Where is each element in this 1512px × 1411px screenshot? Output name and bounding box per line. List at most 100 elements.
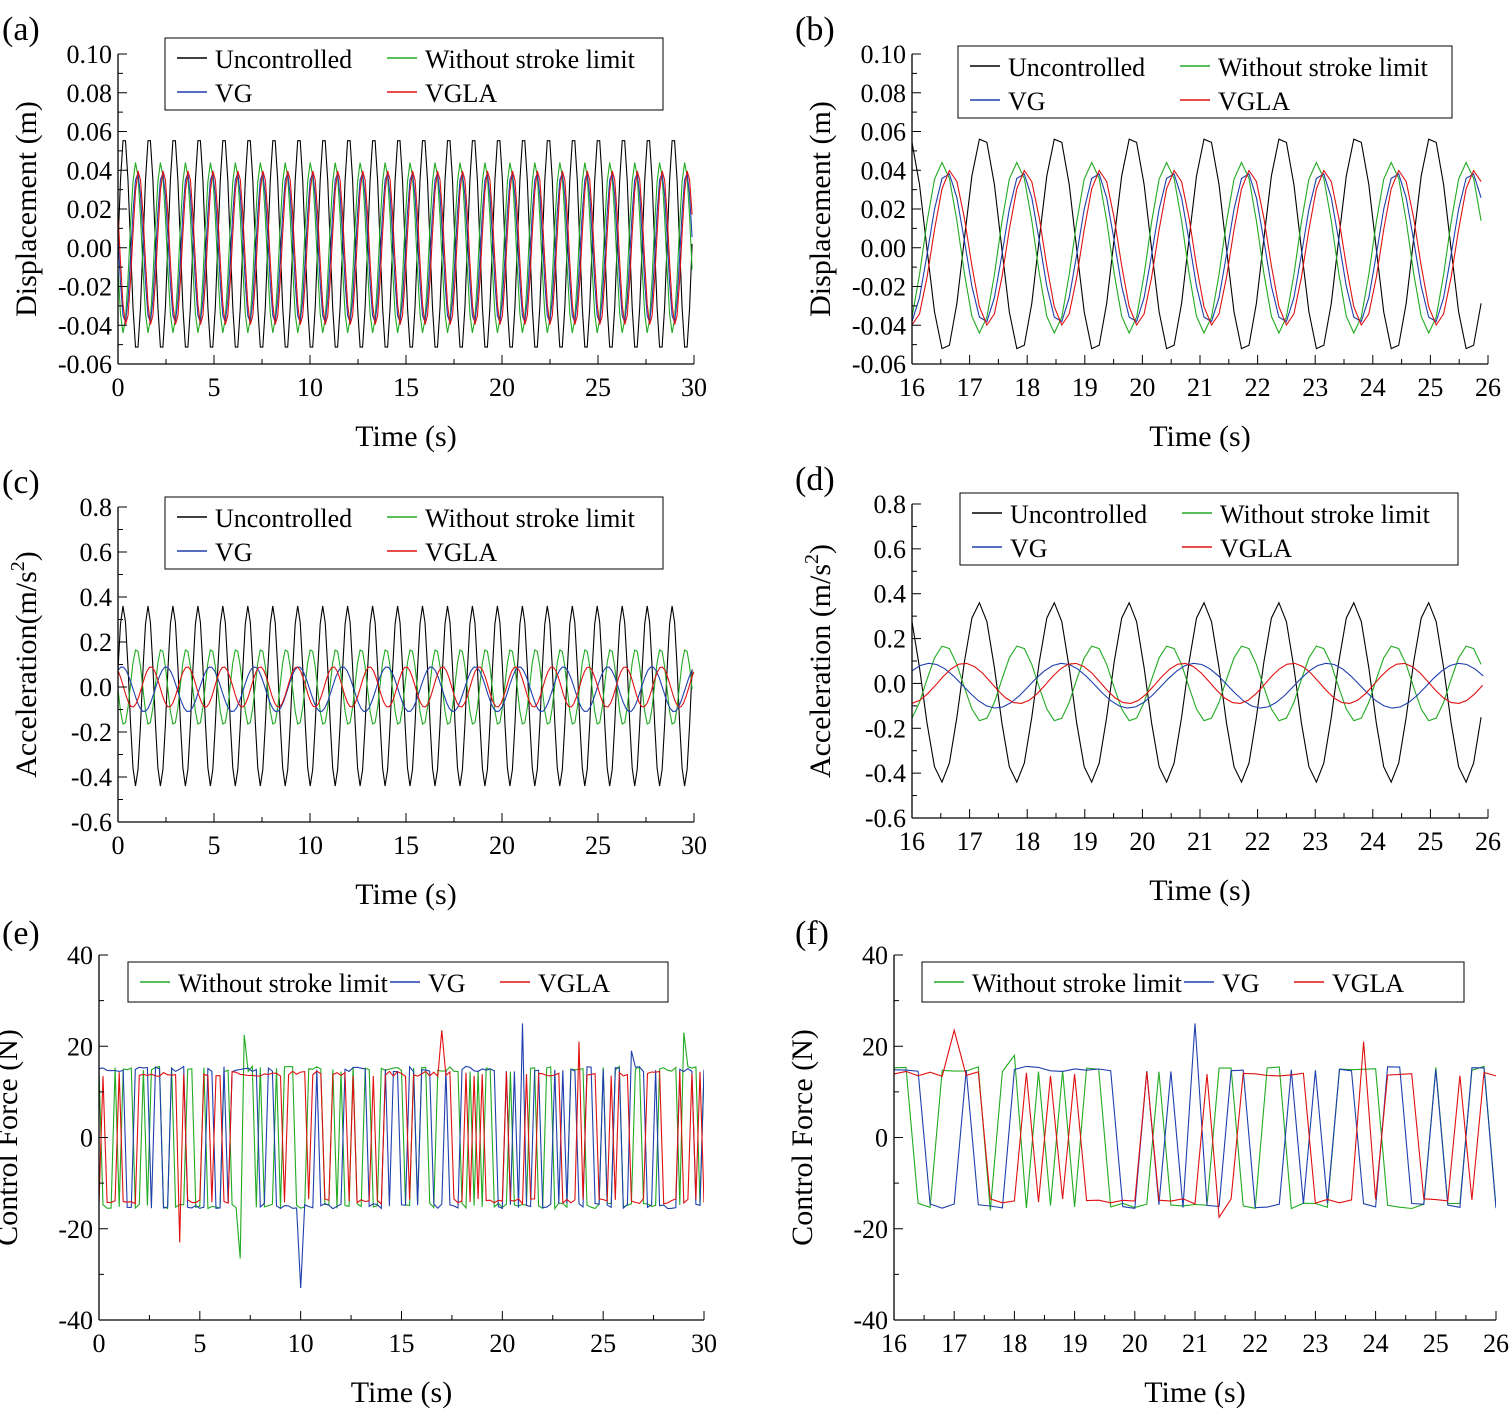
x-tick-label: 17 [957, 827, 983, 856]
legend-entry-vg: VG [1008, 87, 1046, 116]
series-line-vg [118, 666, 693, 712]
y-tick-label: 0.2 [874, 625, 907, 654]
y-tick-label: 0.08 [67, 79, 113, 108]
legend-entry-without-stroke-limit: Without stroke limit [1218, 53, 1429, 82]
y-tick-label: -20 [853, 1215, 888, 1244]
legend-entry-without-stroke-limit: Without stroke limit [425, 45, 636, 74]
series-group [894, 1023, 1496, 1219]
x-tick-label: 22 [1242, 1329, 1268, 1358]
y-tick-label: 40 [862, 941, 888, 970]
panel-label: (d) [795, 461, 835, 498]
x-tick-label: 30 [681, 373, 707, 402]
x-axis-title: Time (s) [1144, 1376, 1245, 1409]
legend-entry-vg: VG [215, 538, 253, 567]
series-line-vgla [118, 666, 694, 708]
x-tick-label: 25 [1417, 373, 1443, 402]
series-group [912, 601, 1484, 784]
x-tick-label: 23 [1302, 827, 1328, 856]
panel-label: (c) [2, 464, 40, 501]
x-tick-label: 20 [1129, 827, 1155, 856]
legend-entry-vgla: VGLA [538, 969, 610, 998]
x-tick-label: 21 [1187, 373, 1213, 402]
chart-panel-b: (b) 16 17 18 19 20 21 22 23 24 25 26 -0.06 -0.04 -0.02… [795, 11, 1501, 453]
y-tick-label: 40 [67, 941, 93, 970]
x-tick-label: 21 [1182, 1329, 1208, 1358]
legend-entry-without-stroke-limit: Without stroke limit [1220, 500, 1431, 529]
y-tick-label: 0.8 [80, 493, 113, 522]
y-tick-label: -0.06 [852, 350, 906, 379]
legend-box [164, 37, 664, 111]
y-axis-title-main: Acceleration (m/s [804, 564, 837, 778]
x-tick-label: 19 [1072, 373, 1098, 402]
y-tick-label: -0.4 [71, 763, 112, 792]
x-tick-label: 10 [288, 1329, 314, 1358]
y-axis-title-main: Acceleration(m/s [10, 571, 43, 778]
chart-panel-c: (c) 0 5 10 15 20 25 30 -0.6 -0.4 -0.2 0.0 0.2 0.4 0.6 0… [2, 464, 707, 911]
x-tick-label: 17 [941, 1329, 967, 1358]
y-axis-title-main: Displacement (m) [10, 101, 43, 317]
legend-entry-vg: VG [428, 969, 466, 998]
x-tick-label: 30 [681, 831, 707, 860]
panel-label: (f) [795, 915, 829, 952]
panel-label: (e) [2, 915, 40, 952]
x-tick-label: 15 [393, 373, 419, 402]
y-tick-label: -40 [853, 1306, 888, 1335]
legend-entry-vgla: VGLA [1220, 534, 1292, 563]
x-tick-label: 21 [1187, 827, 1213, 856]
x-tick-label: 0 [93, 1329, 106, 1358]
x-tick-label: 19 [1062, 1329, 1088, 1358]
series-line-without-stroke-limit [912, 161, 1482, 335]
x-axis-title: Time (s) [351, 1376, 452, 1409]
x-tick-label: 20 [1122, 1329, 1148, 1358]
legend: Uncontrolled Without stroke limit VG VGLA [164, 496, 664, 570]
y-tick-label: -0.6 [865, 804, 906, 833]
x-tick-label: 23 [1302, 1329, 1328, 1358]
x-tick-label: 25 [590, 1329, 616, 1358]
x-tick-label: 18 [1014, 373, 1040, 402]
x-tick-label: 18 [1014, 827, 1040, 856]
x-tick-label: 20 [489, 1329, 515, 1358]
x-axis-title: Time (s) [355, 420, 456, 453]
y-tick-label: -0.2 [71, 718, 112, 747]
series-line-without-stroke-limit [118, 162, 693, 334]
legend-entry-uncontrolled: Uncontrolled [1008, 53, 1145, 82]
legend-box [164, 496, 664, 570]
y-axis-title-main: Displacement (m) [804, 101, 837, 317]
y-tick-label: 0.04 [861, 156, 907, 185]
y-tick-label: 0.4 [874, 580, 907, 609]
y-tick-label: -20 [58, 1215, 93, 1244]
y-tick-label: 0.00 [861, 234, 907, 263]
chart-panel-f: (f) 16 17 18 19 20 21 22 23 24 25 26 -40 -20 0 20 40 Time… [786, 915, 1509, 1409]
x-tick-label: 16 [881, 1329, 907, 1358]
y-axis-title: Acceleration (m/s2) [801, 544, 837, 778]
y-tick-label: -0.06 [58, 350, 112, 379]
y-tick-label: 0.4 [80, 583, 113, 612]
series-line-vg [894, 1023, 1496, 1210]
y-axis-title: Displacement (m) [804, 101, 837, 317]
legend-entry-without-stroke-limit: Without stroke limit [178, 969, 389, 998]
x-tick-label: 25 [585, 373, 611, 402]
x-axis-title: Time (s) [1149, 420, 1250, 453]
y-axis-title-suffix: ) [10, 551, 43, 561]
x-tick-label: 24 [1360, 373, 1386, 402]
series-line-vgla [99, 1030, 704, 1243]
series-group [118, 605, 694, 787]
x-tick-label: 22 [1245, 827, 1271, 856]
x-tick-label: 26 [1475, 827, 1501, 856]
legend: Without stroke limit VG VGLA [921, 961, 1465, 1003]
x-tick-label: 15 [389, 1329, 415, 1358]
series-line-vg [912, 173, 1482, 323]
y-axis-title-superscript: 2 [7, 561, 29, 571]
panel-label: (b) [795, 11, 835, 48]
series-line-vgla [912, 169, 1482, 327]
x-axis-title: Time (s) [1149, 874, 1250, 907]
y-tick-label: -0.6 [71, 808, 112, 837]
legend-entry-without-stroke-limit: Without stroke limit [972, 969, 1183, 998]
series-line-without-stroke-limit [99, 1032, 704, 1259]
y-tick-label: 0.02 [861, 195, 907, 224]
series-line-vg [99, 1023, 704, 1289]
y-axis-title-suffix: ) [804, 544, 837, 554]
series-line-uncontrolled [912, 601, 1482, 784]
y-tick-label: 0.2 [80, 628, 113, 657]
